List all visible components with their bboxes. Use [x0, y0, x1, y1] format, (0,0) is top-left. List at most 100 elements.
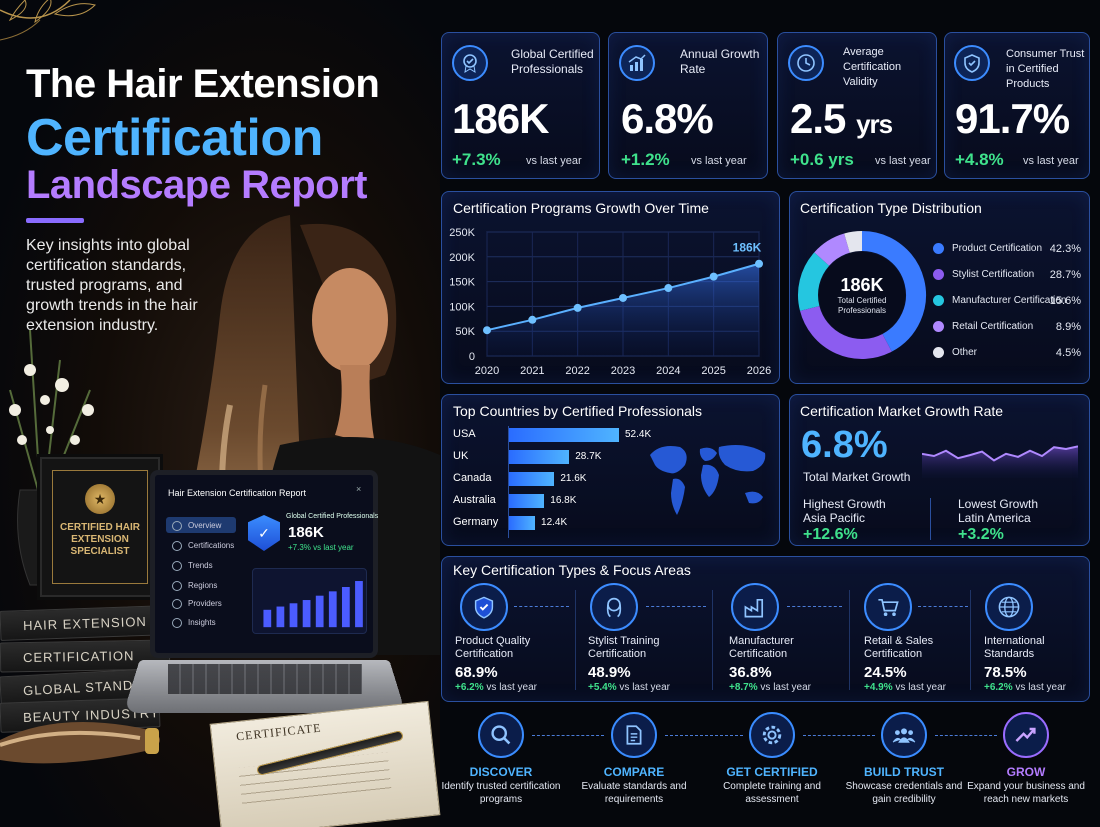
certifications-icon	[172, 541, 182, 551]
legend-swatch	[933, 243, 944, 254]
country-bar	[509, 516, 536, 530]
trends-icon	[172, 561, 182, 571]
country-bar	[509, 472, 555, 486]
step-arrow	[935, 735, 997, 736]
donut-hole	[819, 252, 905, 338]
kpi-value: 6.8%	[621, 95, 714, 142]
certificate-plaque	[40, 457, 160, 597]
donut-slice	[798, 252, 830, 311]
focus-item-label: Stylist Training Certification	[588, 635, 660, 660]
focus-change-sub: vs last year	[619, 682, 670, 693]
laptop-kpi-value: 186K	[288, 524, 324, 541]
kpi-change: +1.2%	[621, 150, 670, 169]
kpi-sub: vs last year	[691, 155, 747, 167]
focus-change-sub: vs last year	[895, 682, 946, 693]
hair-bundle-illustration	[0, 722, 160, 764]
laptop-nav-certifications[interactable]: Certifications	[188, 541, 235, 550]
mini-bar	[276, 606, 285, 628]
market-sparkline	[922, 445, 1078, 478]
focus-change-value: +5.4%	[588, 682, 617, 693]
highest-growth-value: +12.6%	[803, 526, 858, 543]
laptop-kpi-change: +7.3% vs last year	[288, 543, 354, 552]
intro-text: Key insights into global certification s…	[26, 237, 198, 334]
x-tick-label: 2020	[475, 365, 499, 377]
country-label: USA	[453, 428, 476, 440]
step-title: BUILD TRUST	[864, 765, 944, 779]
step-desc: Expand your business and reach new marke…	[967, 781, 1085, 805]
y-tick-label: 150K	[449, 277, 475, 289]
data-point	[528, 315, 537, 324]
laptop-nav-providers[interactable]: Providers	[188, 599, 222, 608]
step-desc: Identify trusted certification programs	[441, 781, 561, 805]
clock-icon	[788, 45, 824, 81]
laptop-keyboard	[168, 664, 362, 694]
market-growth-label: Total Market Growth	[803, 470, 911, 484]
step-desc: Complete training and assessment	[723, 781, 821, 805]
country-label: UK	[453, 450, 469, 462]
highest-growth-region: Asia Pacific	[803, 511, 866, 525]
lowest-growth-value: +3.2%	[958, 526, 1004, 543]
laptop-nav-trends[interactable]: Trends	[188, 561, 213, 570]
shopping-cart-icon	[864, 583, 912, 631]
step-arrow	[532, 735, 604, 736]
x-tick-label: 2023	[611, 365, 635, 377]
country-label: Germany	[453, 516, 499, 528]
mini-bar	[315, 595, 324, 628]
legend-value: 4.5%	[1055, 347, 1081, 359]
step-title: DISCOVER	[469, 765, 533, 779]
legend-label: Manufacturer Certification	[952, 295, 1067, 306]
country-value: 52.4K	[625, 429, 652, 440]
laptop-nav-regions[interactable]: Regions	[188, 581, 218, 590]
focus-item-value: 78.5%	[984, 664, 1027, 681]
data-point	[709, 272, 718, 281]
focus-change-sub: vs last year	[760, 682, 811, 693]
area-fill	[487, 263, 759, 356]
title-underline	[26, 218, 84, 223]
book-spine: HAIR EXTENSION	[0, 605, 171, 641]
y-tick-label: 250K	[449, 227, 475, 239]
award-badge-icon	[452, 45, 488, 81]
focus-item-label: Manufacturer Certification	[729, 635, 794, 660]
focus-item-label: Retail & Sales Certification	[864, 635, 934, 660]
focus-areas-card	[441, 556, 1090, 702]
step-desc: Evaluate standards and requirements	[581, 781, 687, 805]
donut-slice	[861, 231, 926, 352]
donut-slice	[800, 305, 892, 359]
y-tick-label: 0	[469, 351, 475, 363]
countries-card	[441, 394, 780, 546]
globe-icon	[985, 583, 1033, 631]
close-icon[interactable]: ×	[356, 484, 362, 494]
country-bar	[509, 494, 545, 508]
country-value: 28.7K	[575, 451, 602, 462]
laptop-nav-insights[interactable]: Insights	[188, 618, 216, 627]
step-title: GET CERTIFIED	[726, 765, 818, 779]
x-tick-label: 2021	[520, 365, 544, 377]
gear-icon	[749, 712, 795, 758]
focus-item-label: International Standards	[984, 635, 1045, 660]
legend-swatch	[933, 321, 944, 332]
y-tick-label: 200K	[449, 252, 475, 264]
x-tick-label: 2024	[656, 365, 680, 377]
end-value-label: 186K	[733, 241, 762, 255]
country-value: 12.4K	[541, 517, 568, 528]
focus-item-value: 36.8%	[729, 664, 772, 681]
focus-item-value: 48.9%	[588, 664, 631, 681]
divider	[970, 590, 971, 690]
legend-value: 8.9%	[1055, 321, 1081, 333]
focus-item-change: +5.4% vs last year	[588, 682, 670, 693]
focus-change-value: +4.9%	[864, 682, 893, 693]
growth-chart-title: Certification Programs Growth Over Time	[453, 200, 709, 216]
laptop-nav-overview[interactable]: Overview	[166, 517, 236, 533]
step-arrow	[803, 735, 875, 736]
kpi-value: 186K	[452, 95, 549, 142]
laptop-kpi-label: Global Certified Professionals	[286, 513, 379, 520]
flow-arrow	[514, 606, 569, 607]
market-title: Certification Market Growth Rate	[800, 403, 1004, 419]
page-title-line-1: The Hair Extension	[26, 62, 380, 106]
focus-change-sub: vs last year	[1015, 682, 1066, 693]
market-growth-value: 6.8%	[801, 424, 888, 466]
search-icon	[478, 712, 524, 758]
shield-check-icon	[460, 583, 508, 631]
gold-leaves-decoration	[0, 0, 96, 41]
growth-chart-icon	[619, 45, 655, 81]
